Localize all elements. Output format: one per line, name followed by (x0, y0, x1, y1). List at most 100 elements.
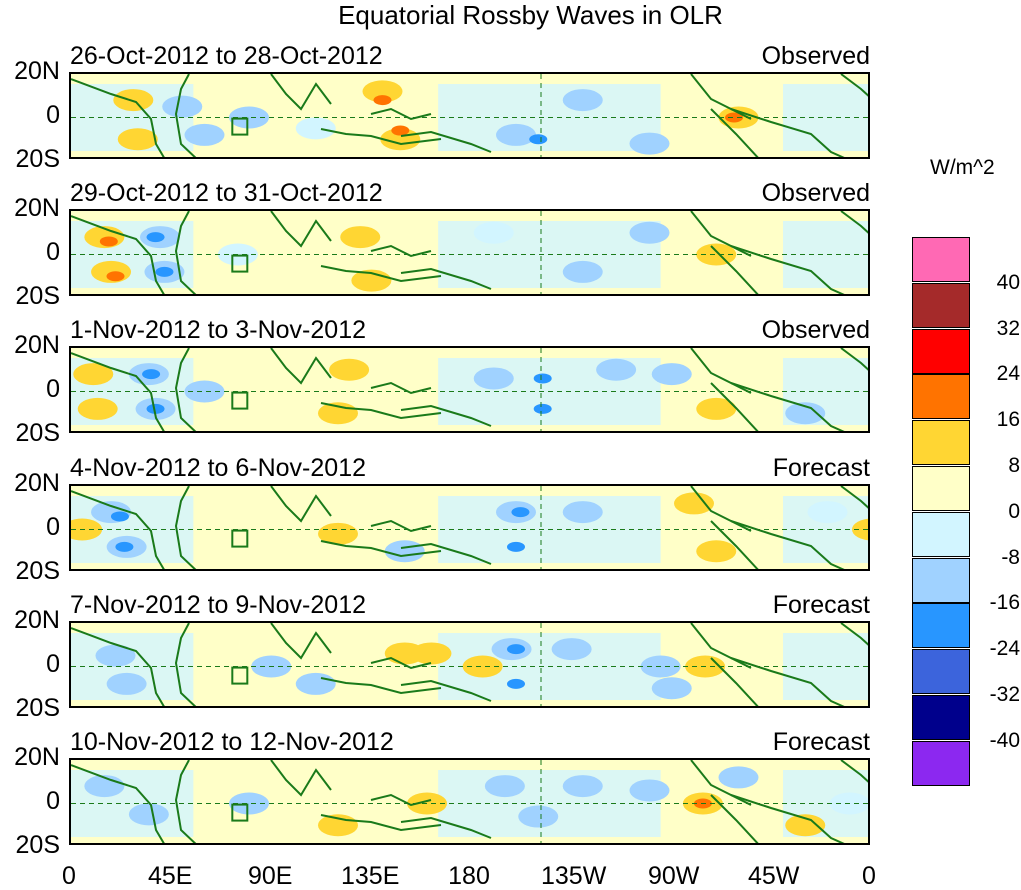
olr-map-svg (71, 348, 868, 431)
anomaly-blob (696, 540, 737, 563)
panel-period: 4-Nov-2012 to 6-Nov-2012 (70, 454, 366, 482)
colorbar-label: -16 (989, 591, 1020, 615)
coastline (174, 211, 197, 294)
anomaly-blob (391, 125, 410, 136)
coastline (840, 486, 868, 509)
coastline (320, 814, 442, 832)
map-panel-1: 26-Oct-2012 to 28-Oct-2012 Observed (69, 42, 870, 159)
anomaly-blob (117, 128, 158, 151)
y-tick-label: 20N (14, 194, 60, 222)
anomaly-blob (629, 779, 670, 802)
anomaly-band (783, 221, 868, 288)
coastline (71, 78, 165, 157)
panel-status: Forecast (772, 728, 870, 756)
coastline (400, 130, 492, 153)
anomaly-blob (496, 123, 536, 146)
anomaly-blob (473, 221, 514, 244)
anomaly-blob (462, 655, 503, 678)
colorbar-swatch (912, 237, 970, 282)
anomaly-blob (651, 363, 692, 386)
olr-map (69, 346, 870, 433)
anomaly-blob (295, 672, 336, 695)
y-tick-label: 20N (14, 743, 60, 771)
coastline (320, 265, 442, 283)
coastline (840, 74, 868, 97)
anomaly-blob (562, 775, 603, 798)
colorbar-swatch (912, 511, 970, 557)
anomaly-blob (142, 369, 161, 380)
anomaly-blob (562, 260, 603, 283)
colorbar-swatch (912, 328, 970, 374)
coastline (690, 623, 752, 669)
colorbar-swatch (912, 649, 970, 695)
colorbar-swatch (912, 603, 970, 649)
panel-period: 1-Nov-2012 to 3-Nov-2012 (70, 316, 366, 344)
coastline (320, 128, 442, 146)
x-tick-label: 90W (648, 862, 700, 890)
coastline (174, 74, 197, 157)
coastline (690, 348, 752, 394)
coastline (840, 211, 868, 234)
colorbar-label: -32 (989, 683, 1020, 706)
anomaly-blob (518, 805, 559, 828)
anomaly-blob (551, 638, 592, 661)
anomaly-blob (229, 106, 269, 129)
anomaly-blob (380, 128, 421, 151)
coastline (400, 404, 492, 427)
coastline (270, 486, 332, 523)
coastline (370, 107, 432, 121)
anomaly-blob (562, 501, 603, 524)
y-tick-label: 0 (46, 101, 60, 129)
anomaly-blob (674, 492, 714, 515)
x-tick-label: 0 (862, 862, 876, 890)
region-box (231, 803, 249, 822)
coastline (270, 74, 332, 111)
panel-period: 10-Nov-2012 to 12-Nov-2012 (70, 728, 394, 756)
colorbar (912, 237, 972, 787)
coastline (370, 519, 432, 533)
anomaly-blob (533, 373, 552, 384)
x-tick-label: 0 (62, 862, 76, 890)
map-panel-6: 10-Nov-2012 to 12-Nov-2012 Forecast (69, 728, 870, 845)
panel-period: 26-Oct-2012 to 28-Oct-2012 (70, 42, 383, 70)
y-tick-label: 20S (15, 145, 60, 173)
x-tick-label: 180 (448, 862, 490, 890)
olr-map (69, 621, 870, 708)
anomaly-blob (507, 644, 525, 655)
y-tick-label: 20N (14, 606, 60, 634)
y-tick-label: 0 (46, 787, 60, 815)
colorbar-label: -40 (989, 728, 1020, 752)
coastline (840, 348, 868, 371)
anomaly-blob (106, 672, 147, 695)
coastline (370, 793, 432, 807)
anomaly-blob (384, 540, 425, 563)
colorbar-label: -8 (1001, 545, 1020, 569)
colorbar-label: 24 (996, 362, 1020, 386)
anomaly-blob (229, 792, 269, 815)
anomaly-blob (533, 403, 552, 414)
colorbar-swatch (912, 374, 970, 420)
coastline (690, 486, 752, 532)
anomaly-blob (115, 541, 134, 552)
coastline (320, 540, 442, 558)
anomaly-blob (507, 678, 525, 689)
coastline (840, 623, 868, 646)
anomaly-blob (411, 642, 452, 665)
anomaly-blob (184, 123, 225, 146)
coastline (71, 627, 165, 706)
coastline (370, 244, 432, 258)
olr-map-svg (71, 211, 868, 294)
anomaly-blob (562, 89, 603, 112)
anomaly-blob (373, 95, 392, 106)
olr-map (69, 209, 870, 296)
x-tick-label: 90E (248, 862, 293, 890)
y-tick-label: 0 (46, 650, 60, 678)
x-tick-label: 45E (148, 862, 193, 890)
anomaly-blob (629, 132, 670, 155)
coastline (270, 623, 332, 660)
colorbar-label: 8 (1008, 454, 1020, 477)
anomaly-blob (473, 367, 514, 390)
anomaly-blob (484, 775, 525, 798)
olr-map-svg (71, 623, 868, 706)
coastline (270, 211, 332, 248)
